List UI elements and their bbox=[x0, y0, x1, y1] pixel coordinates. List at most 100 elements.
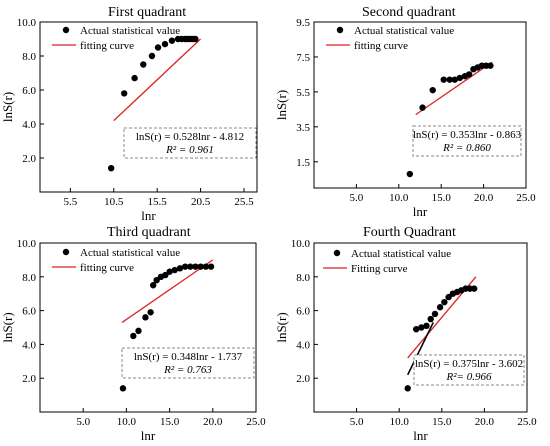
data-point bbox=[131, 74, 138, 82]
data-point bbox=[429, 86, 436, 94]
y-axis-label: lnS(r) bbox=[274, 90, 289, 120]
legend-label-fit: fitting curve bbox=[354, 40, 408, 52]
x-tick-label: 25.5 bbox=[234, 196, 254, 208]
y-tick-label: 9.5 bbox=[296, 17, 310, 29]
y-tick-label: 8.0 bbox=[296, 272, 310, 284]
fitting-curve bbox=[415, 61, 493, 116]
plot-frame bbox=[39, 21, 258, 193]
x-tick-label: 10.0 bbox=[389, 192, 409, 204]
y-tick-label: 3.5 bbox=[296, 122, 310, 134]
data-point bbox=[423, 322, 430, 330]
data-point bbox=[207, 263, 215, 270]
y-tick-label: 2.0 bbox=[296, 373, 310, 385]
data-point bbox=[202, 263, 210, 270]
chart-title: First quadrant bbox=[108, 5, 186, 20]
data-point bbox=[192, 263, 199, 270]
x-tick-label: 25.0 bbox=[517, 416, 537, 428]
x-tick-label: 20.0 bbox=[475, 416, 495, 428]
chart-title: Second quadrant bbox=[362, 5, 456, 20]
data-point bbox=[171, 266, 178, 274]
chart-panel-3: Third quadrant 5.0 10.0 15.0 20.0 25.0 10.0 8.0… bbox=[0, 225, 266, 443]
data-point bbox=[187, 263, 194, 270]
data-point bbox=[147, 309, 154, 316]
x-tick-label: 15.0 bbox=[432, 416, 452, 428]
data-point bbox=[192, 35, 199, 43]
y-tick-label: 2.0 bbox=[22, 373, 36, 385]
y-tick-label: 7.5 bbox=[296, 52, 310, 64]
data-point bbox=[168, 37, 176, 44]
legend-marker-points bbox=[336, 26, 344, 34]
data-point bbox=[197, 263, 204, 270]
data-point bbox=[120, 90, 128, 97]
data-point bbox=[470, 285, 478, 292]
y-tick-label: 6.0 bbox=[296, 306, 310, 318]
data-point bbox=[451, 76, 458, 83]
legend-marker-points bbox=[333, 249, 341, 257]
equation-box bbox=[121, 347, 255, 379]
legend-label-points: Actual statistical value bbox=[351, 248, 451, 260]
x-tick-label: 5.5 bbox=[64, 196, 78, 208]
data-point bbox=[427, 315, 434, 323]
x-tick-label: 15.5 bbox=[148, 196, 168, 208]
y-tick-label: 4.0 bbox=[22, 119, 36, 131]
y-tick-label: 5.5 bbox=[296, 87, 310, 99]
legend-label-fit: fitting curve bbox=[80, 40, 134, 52]
y-axis-label: lnS(r) bbox=[0, 92, 15, 122]
r-squared: R² = 0.860 bbox=[442, 142, 491, 154]
data-point bbox=[130, 332, 137, 340]
data-point bbox=[456, 74, 464, 82]
data-point bbox=[176, 265, 184, 272]
y-tick-label: 4.0 bbox=[22, 339, 36, 351]
x-axis-label: lnr bbox=[141, 208, 156, 223]
chart-panel-2: Second quadrant 5.0 10.0 15.0 20.0 25.0 9.5 7.5… bbox=[274, 5, 536, 219]
x-axis-label: lnr bbox=[413, 204, 428, 219]
chart-panel-4: Fourth Quadrant 5.0 10.0 15.0 20.0 25.0 10.0 8.… bbox=[274, 225, 537, 443]
legend-marker-points bbox=[62, 248, 70, 256]
legend-marker-points bbox=[62, 26, 70, 34]
data-point bbox=[487, 62, 494, 69]
r-squared: R² = 0.961 bbox=[165, 144, 214, 156]
fit-equation: lnS(r) = 0.353lnr - 0.863 bbox=[413, 129, 522, 141]
y-tick-label: 6.0 bbox=[22, 85, 36, 97]
data-point bbox=[166, 268, 173, 275]
y-tick-label: 10.0 bbox=[17, 238, 37, 250]
y-tick-label: 4.0 bbox=[296, 339, 310, 351]
data-point bbox=[142, 314, 149, 321]
data-point bbox=[404, 385, 411, 392]
y-tick-label: 10.0 bbox=[17, 17, 37, 29]
y-tick-label: 8.0 bbox=[22, 272, 36, 284]
legend-label-fit: fitting curve bbox=[80, 262, 134, 274]
fit-equation: lnS(r) = 0.348lnr - 1.737 bbox=[134, 351, 243, 363]
plot-frame bbox=[313, 242, 528, 413]
x-tick-label: 10.0 bbox=[117, 416, 137, 428]
data-point bbox=[406, 170, 414, 178]
x-axis-label: lnr bbox=[141, 428, 156, 441]
y-tick-label: 8.0 bbox=[22, 51, 36, 63]
data-point bbox=[431, 310, 439, 318]
data-point bbox=[140, 61, 147, 68]
y-axis-label: lnS(r) bbox=[274, 312, 289, 342]
data-point bbox=[418, 324, 425, 331]
x-tick-label: 20.0 bbox=[474, 192, 494, 204]
r-squared: R²= 0.966 bbox=[446, 371, 492, 383]
legend-label-fit: Fitting curve bbox=[351, 263, 408, 275]
data-point bbox=[445, 293, 452, 301]
chart-title: Fourth Quadrant bbox=[363, 225, 456, 240]
fitting-curve bbox=[121, 259, 214, 323]
equation-box bbox=[413, 354, 525, 386]
x-tick-label: 25.0 bbox=[516, 192, 536, 204]
data-point bbox=[119, 385, 127, 392]
data-point bbox=[162, 271, 169, 279]
x-tick-label: 5.0 bbox=[350, 416, 364, 428]
x-tick-label: 25.0 bbox=[246, 416, 266, 428]
y-tick-label: 10.0 bbox=[291, 238, 311, 250]
data-point bbox=[413, 325, 420, 333]
data-point bbox=[181, 263, 189, 270]
equation-box bbox=[123, 127, 257, 159]
x-tick-label: 10.0 bbox=[390, 416, 410, 428]
x-tick-label: 5.0 bbox=[76, 416, 90, 428]
x-tick-label: 10.5 bbox=[104, 196, 124, 208]
data-point bbox=[148, 52, 156, 60]
legend-label-points: Actual statistical value bbox=[354, 25, 454, 37]
